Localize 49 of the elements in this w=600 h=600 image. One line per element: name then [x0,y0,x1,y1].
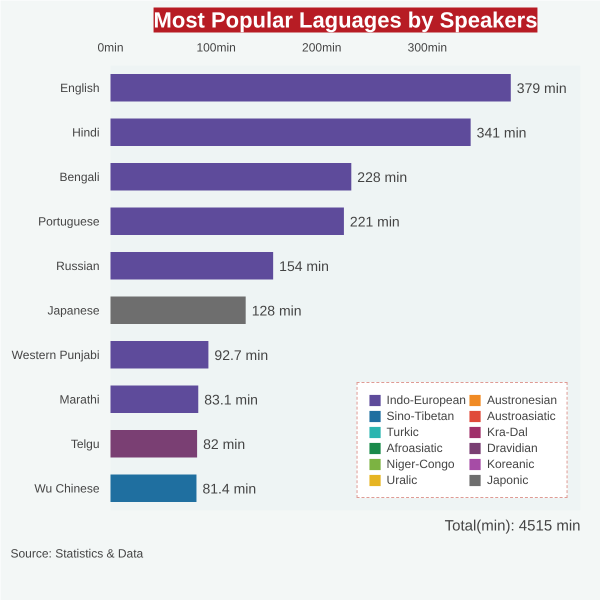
bar [110,207,344,236]
bar [110,340,208,369]
x-tick-label: 100min [196,40,236,54]
legend-label: Austroasiatic [486,409,556,423]
y-tick-label: Japanese [47,303,100,318]
legend-label: Uralic [386,473,418,487]
text: 81.4 min [202,480,256,496]
text: 128 min [252,302,302,318]
text: 379 min [516,80,567,96]
bar [110,385,198,414]
legend-label: Austronesian [486,393,557,407]
y-tick-label: Russian [56,258,100,273]
y-tick-label: Hindi [72,125,100,140]
legend-label: Kra-Dal [486,425,528,439]
y-tick-label: Bengali [59,170,100,184]
text: 83.1 min [204,391,258,408]
legend-label: Dravidian [486,441,538,455]
text: 154 min [279,258,329,274]
text: 221 min [350,213,400,230]
text: 228 min [357,168,408,185]
legend-label: Niger-Congo [386,457,455,471]
y-tick-label: Telgu [70,436,100,451]
text: 341 min [476,124,526,140]
x-tick-label: 300min [408,40,448,54]
bar [110,118,471,146]
chart-title: Most Popular Laguages by Speakers [154,8,538,32]
bar [110,296,246,324]
legend-label: Sino-Tibetan [386,409,454,423]
source-note: Source: Statistics & Data [10,546,144,560]
legend-label: Japonic [486,473,528,487]
y-tick-label: Western Punjabi [12,348,100,362]
text: 82 min [203,436,246,452]
bar [110,162,352,191]
text: Total(min): 4515 min [444,518,581,534]
legend-label: Indo-European [386,393,466,407]
y-tick-label: Portuguese [38,214,100,228]
y-tick-label: Marathi [59,392,100,406]
x-tick-label: 200min [302,40,342,54]
bar [110,252,274,280]
bar [110,474,196,502]
bar [110,74,511,102]
legend-label: Afroasiatic [386,441,443,455]
legend-label: Turkic [386,425,419,439]
x-tick-label: 0min [97,40,124,54]
text: 92.7 min [214,346,268,363]
legend-label: Koreanic [486,457,534,471]
y-tick-label: Wu Chinese [34,481,100,496]
bar [110,430,198,458]
y-tick-label: English [60,80,100,95]
